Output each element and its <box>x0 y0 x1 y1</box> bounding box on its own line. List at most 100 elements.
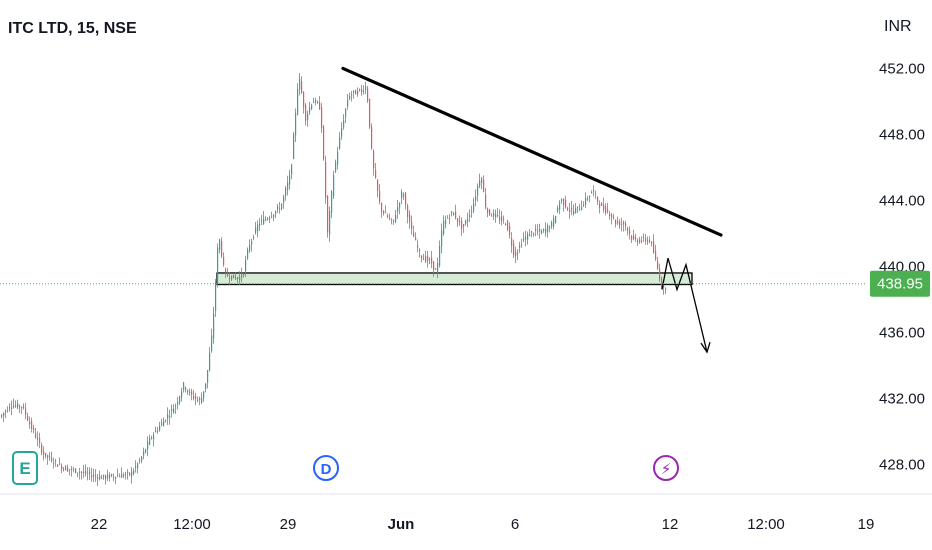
time-tick-label: 12 <box>662 516 679 533</box>
candle-body <box>625 223 627 227</box>
candle-body <box>453 213 455 216</box>
candle-body <box>209 352 211 371</box>
candle-body <box>559 202 561 210</box>
candle-body <box>651 241 653 243</box>
candle-body <box>61 465 63 470</box>
candle-body <box>407 205 409 217</box>
candle-body <box>113 476 115 478</box>
candle-body <box>347 100 349 107</box>
candle-body <box>595 193 597 195</box>
plot-area[interactable] <box>1 66 723 487</box>
candle-body <box>417 245 419 248</box>
candle-body <box>75 468 77 473</box>
price-tick-label: 448.00 <box>879 126 925 143</box>
candle-body <box>55 460 57 462</box>
price-axis[interactable]: 452.00448.00444.00440.00436.00432.00428.… <box>879 60 925 473</box>
candle-body <box>59 463 61 465</box>
candle-body <box>563 198 565 206</box>
candle-body <box>225 269 227 273</box>
time-tick-label: Jun <box>388 516 415 533</box>
candle-body <box>465 220 467 224</box>
candle-body <box>123 474 125 477</box>
candle-body <box>393 219 395 221</box>
candle-body <box>297 89 299 115</box>
candle-body <box>247 249 249 259</box>
candle-body <box>335 161 337 172</box>
candle-body <box>587 198 589 200</box>
candle-body <box>609 213 611 216</box>
candle-body <box>207 370 209 383</box>
candle-body <box>635 237 637 240</box>
candle-body <box>47 455 49 458</box>
time-tick-label: 19 <box>858 516 875 533</box>
candle-body <box>277 206 279 210</box>
candle-body <box>521 244 523 246</box>
candle-body <box>147 441 149 450</box>
candle-body <box>363 90 365 92</box>
candle-body <box>163 420 165 427</box>
candle-body <box>597 197 599 202</box>
candle-body <box>273 214 275 217</box>
candle-body <box>15 405 17 407</box>
candle-body <box>507 220 509 230</box>
candle-body <box>653 241 655 253</box>
candle-body <box>31 420 33 429</box>
time-axis[interactable]: 22 12:00 29 Jun 6 12 12:00 19 <box>91 516 875 533</box>
candle-body <box>103 474 105 478</box>
candle-body <box>591 192 593 194</box>
candle-body <box>405 193 407 205</box>
candle-body <box>311 104 313 109</box>
candle-body <box>175 405 177 407</box>
candle-body <box>385 212 387 214</box>
candle-body <box>25 408 27 415</box>
candle-body <box>79 471 81 473</box>
candle-body <box>27 416 29 421</box>
candle-body <box>107 474 109 479</box>
candle-body <box>333 174 335 197</box>
candle-body <box>319 102 321 110</box>
dividend-marker-icon[interactable]: D <box>313 455 339 481</box>
candle-body <box>481 178 483 184</box>
candle-body <box>647 240 649 243</box>
last-price-tag: 438.95 <box>870 270 930 297</box>
candle-body <box>537 230 539 232</box>
candle-body <box>513 243 515 256</box>
candle-body <box>77 472 79 474</box>
candle-body <box>117 475 119 477</box>
candle-body <box>193 395 195 399</box>
candle-body <box>473 203 475 212</box>
candle-body <box>109 474 111 479</box>
candle-body <box>491 215 493 217</box>
candle-body <box>345 108 347 118</box>
candle-body <box>51 458 53 461</box>
candle-body <box>355 90 357 95</box>
candle-body <box>619 221 621 226</box>
candle-body <box>17 403 19 408</box>
candle-body <box>411 221 413 229</box>
resistance-trendline[interactable] <box>341 66 723 237</box>
candle-body <box>497 215 499 217</box>
candle-body <box>337 151 339 165</box>
candle-body <box>663 286 665 288</box>
projection-path[interactable] <box>661 257 708 353</box>
support-zone-rect <box>216 272 693 286</box>
candle-body <box>315 100 317 103</box>
candle-body <box>581 207 583 211</box>
candle-body <box>603 204 605 210</box>
candle-body <box>499 216 501 221</box>
candle-body <box>485 194 487 208</box>
candle-body <box>469 214 471 217</box>
candle-body <box>551 221 553 227</box>
split-marker-icon[interactable]: ⚡ <box>653 455 679 481</box>
candle-body <box>505 223 507 226</box>
candle-body <box>185 387 187 391</box>
candle-body <box>3 412 5 416</box>
candle-body <box>21 407 23 409</box>
candle-body <box>425 255 427 262</box>
earnings-marker-icon[interactable]: E <box>12 451 38 485</box>
candle-body <box>259 223 261 226</box>
candle-body <box>149 437 151 445</box>
candle-body <box>415 237 417 240</box>
candle-body <box>45 453 47 456</box>
